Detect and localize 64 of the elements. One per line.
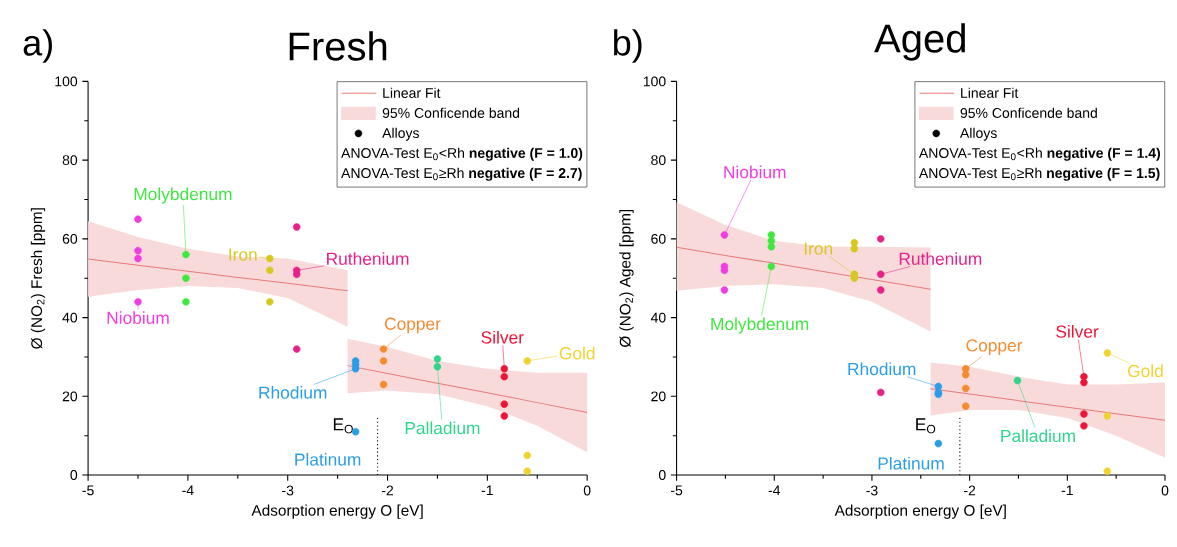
y-tick-label: 20 [651, 391, 666, 402]
text: Silver [1056, 324, 1099, 338]
y-tick-label: 0 [658, 470, 666, 480]
y-tick-label: 20 [62, 391, 78, 402]
x-tick-label: -2 [381, 485, 394, 496]
x-axis-title: Adsorption energy O [eV] [834, 504, 1006, 519]
x-tick-label: -5 [82, 485, 94, 496]
annotation: ANOVA-Test E$_{0}$<Rh negative (F = 1.4) [918, 147, 1160, 161]
series-label: Copper [384, 317, 441, 334]
y-tick-label: 60 [651, 233, 666, 244]
legend-label: Ruthenium [327, 252, 409, 265]
x-tick-label: -3 [282, 485, 294, 496]
y-tick-label: 40 [62, 312, 78, 323]
series-label: Silver [481, 330, 524, 344]
text: Molybdenum [711, 317, 809, 334]
y-tick-label: 80 [651, 155, 666, 166]
legend-label: Gold [559, 346, 595, 360]
series-label: Iron [804, 242, 833, 255]
y-tick-label: 60 [62, 233, 78, 244]
series-label: Iron [229, 248, 257, 261]
x-tick-label: -1 [481, 485, 493, 496]
text: Molybdenum [134, 187, 232, 204]
y-tick-label: 100 [55, 76, 78, 87]
text: a) [23, 29, 52, 63]
legend-label: Linear Fit [961, 87, 1019, 98]
y-axis-title: Ø (NO$_{2}$) Fresh [ppm] [30, 208, 46, 349]
series-label: Niobium [107, 311, 169, 324]
text: Palladium [405, 421, 480, 435]
chart-title: Fresh [289, 31, 387, 61]
series-label: Platinum [295, 452, 361, 466]
chart-title: Aged [874, 23, 965, 61]
annotation: 95% Conficende band [382, 107, 520, 118]
x-tick-label: -4 [182, 485, 194, 496]
x-tick-label: 0 [583, 485, 591, 496]
y-axis-title: Ø (NO$_{2}$) Aged [ppm] [619, 209, 634, 348]
x-tick-label: -4 [768, 485, 781, 496]
annotation: 95% Conficende band [960, 107, 1097, 118]
x-axis-title: Adsorption energy O [eV] [251, 504, 423, 519]
annotation: Alloys [382, 127, 419, 141]
x-tick-label: -1 [1061, 485, 1073, 496]
text: Niobium [724, 165, 786, 179]
series-label: Platinum [878, 456, 944, 470]
series-label: Copper [966, 339, 1023, 355]
y-tick-label: 0 [70, 470, 78, 480]
x-tick-label: -3 [866, 485, 878, 496]
text: b) [614, 29, 642, 63]
text: Palladium [1001, 429, 1075, 442]
legend-label: Linear Fit [383, 87, 441, 98]
x-tick-label: 0 [1161, 485, 1169, 496]
series-label: Rhodium [848, 362, 916, 376]
x-tick-label: -2 [964, 485, 976, 496]
annotation: ANOVA-Test E$_{0}$≥Rh negative (F = 2.7) [341, 167, 582, 181]
annotation: Alloys [959, 127, 997, 141]
annotation: ANOVA-Test E$_{0}$≥Rh negative (F = 1.5) [918, 167, 1160, 181]
series-label: Rhodium [259, 385, 327, 399]
series-label: Ruthenium [899, 252, 982, 265]
ref-line-label: E$_{O}$ [916, 418, 936, 434]
series-label: Gold [1128, 364, 1163, 378]
ref-line-label: E$_{O}$ [333, 418, 353, 434]
y-tick-label: 80 [62, 155, 78, 166]
x-tick-label: -5 [670, 485, 683, 496]
y-tick-label: 100 [643, 76, 666, 87]
annotation: ANOVA-Test E$_{0}$<Rh negative (F = 1.0) [341, 147, 583, 161]
y-tick-label: 40 [650, 312, 666, 323]
